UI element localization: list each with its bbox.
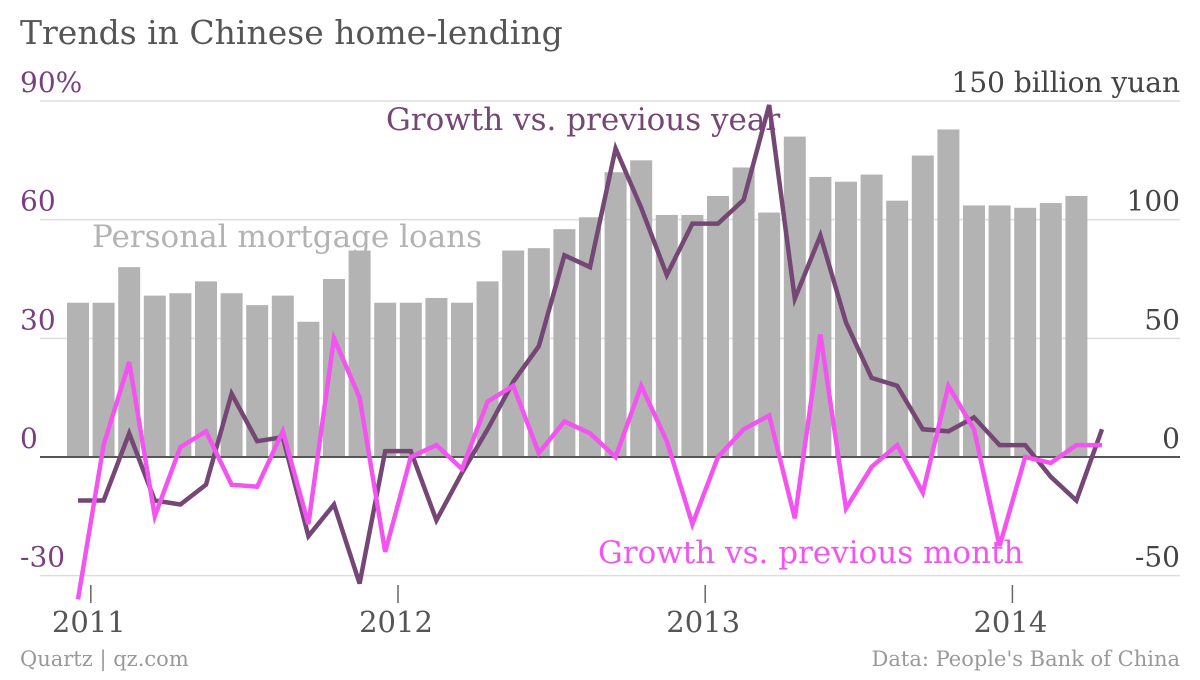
bar [195,281,217,457]
mom-line [75,329,1102,600]
bar [655,214,678,457]
footer-source: Data: People's Bank of China [872,647,1180,671]
left-tick-label: 30 [20,303,56,336]
bar [527,248,550,457]
bar [553,229,576,457]
annotation-yoy: Growth vs. previous year [386,102,780,138]
bar [425,297,448,457]
x-axis-ticks: 2011 2012 2013 2014 [52,585,1047,639]
bar [451,302,473,457]
bar [860,174,883,457]
bar [579,217,601,457]
annotation-mom: Growth vs. previous month [598,535,1023,571]
bar [937,129,960,458]
bar [220,293,243,457]
right-axis-tick-labels: -50 0 50 100 150 billion yuan [952,66,1180,574]
left-tick-label: 0 [20,422,38,455]
line-series-yoy [78,104,1105,585]
bar [758,212,781,457]
bar [246,305,269,457]
x-tick-label: 2012 [359,605,433,639]
bar [988,205,1011,457]
left-tick-label: 90% [20,66,82,99]
right-tick-label: 100 [1127,185,1180,218]
bar-series-mortgage-loans [67,129,1088,458]
bar [92,302,115,457]
bar [297,321,320,457]
bar [809,176,832,458]
bar [348,250,371,457]
left-tick-label: 60 [20,185,56,218]
bar [1039,203,1062,457]
bar [911,155,934,457]
right-tick-label: 50 [1144,303,1180,336]
yoy-line [78,104,1105,585]
bar [1065,195,1088,457]
bar [271,295,294,457]
left-axis-tick-labels: -30 0 30 60 90% [20,66,82,574]
bar [732,167,755,457]
bar [374,302,397,457]
bar [963,205,985,457]
bar [67,302,89,457]
bar [143,295,166,457]
bar [630,160,653,458]
bar [604,172,627,457]
footer-credit: Quartz | qz.com [20,647,189,672]
bar [323,279,345,457]
bar [886,200,909,457]
right-tick-label: 0 [1162,422,1180,455]
bar [502,250,525,457]
bar [681,214,704,457]
chart-title: Trends in Chinese home-lending [20,13,563,52]
right-tick-label: -50 [1135,541,1180,574]
line-series-mom [75,329,1102,600]
left-tick-label: -30 [20,541,65,574]
x-tick-label: 2011 [52,605,126,639]
x-tick-label: 2014 [973,605,1047,639]
x-tick-label: 2013 [666,605,740,639]
bar [399,302,422,457]
annotation-mortgage-loans: Personal mortgage loans [92,219,482,255]
bar [169,293,192,457]
right-tick-label: 150 billion yuan [952,66,1180,99]
bar [1014,207,1037,457]
bar [707,195,729,457]
